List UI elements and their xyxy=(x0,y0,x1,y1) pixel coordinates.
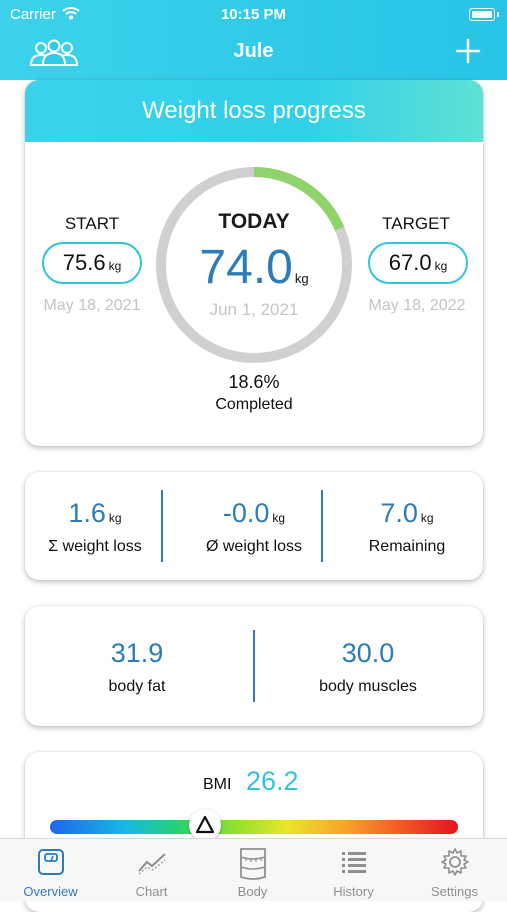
page-title: Jule xyxy=(233,40,274,62)
bmi-marker xyxy=(189,809,222,841)
body-tape-icon xyxy=(240,848,266,880)
target-weight-unit: kg xyxy=(434,259,448,273)
plus-icon[interactable] xyxy=(455,38,481,64)
body-composition-card: 31.9 body fat 30.0 body muscles xyxy=(25,606,483,726)
total-weight-loss-stat: 1.6 kg Σ weight loss xyxy=(25,472,165,580)
divider xyxy=(321,490,323,562)
target-weight-value: 67.0 xyxy=(388,250,432,275)
today-weight-unit: kg xyxy=(294,271,309,286)
remaining-unit: kg xyxy=(420,511,434,525)
tab-settings[interactable]: Settings xyxy=(404,839,505,901)
today-date: Jun 1, 2021 xyxy=(209,300,299,319)
tab-body[interactable]: Body xyxy=(202,839,303,901)
progress-ring-fill xyxy=(156,167,352,363)
tab-chart-label: Chart xyxy=(135,884,168,899)
percent-completed: 18.6% xyxy=(228,372,280,392)
tab-overview[interactable]: Overview xyxy=(0,839,101,901)
tab-bar: Overview Chart Body History xyxy=(0,838,507,901)
tab-overview-label: Overview xyxy=(23,884,78,899)
total-loss-label: Σ weight loss xyxy=(48,538,142,555)
target-date: May 18, 2022 xyxy=(368,297,466,314)
app-header: Carrier 10:15 PM Jule xyxy=(0,0,507,80)
status-bar: Carrier 10:15 PM xyxy=(0,4,507,26)
average-loss-unit: kg xyxy=(272,511,286,525)
start-weight-unit: kg xyxy=(108,259,122,273)
remaining-value: 7.0 xyxy=(380,498,418,528)
tab-history[interactable]: History xyxy=(303,839,404,901)
today-label: TODAY xyxy=(218,210,290,233)
completed-label: Completed xyxy=(215,396,293,413)
status-time: 10:15 PM xyxy=(220,6,287,23)
divider xyxy=(253,630,255,702)
body-fat-stat: 31.9 body fat xyxy=(25,606,249,726)
body-fat-value: 31.9 xyxy=(110,638,164,668)
body-fat-label: body fat xyxy=(108,678,166,695)
average-loss-value: -0.0 xyxy=(222,498,270,528)
target-label: TARGET xyxy=(382,214,450,233)
start-weight-value: 75.6 xyxy=(62,250,106,275)
tab-settings-label: Settings xyxy=(431,884,478,899)
carrier-label: Carrier xyxy=(10,6,56,23)
remaining-label: Remaining xyxy=(368,538,446,555)
bmi-label: BMI xyxy=(203,776,232,793)
today-weight-value: 74.0 xyxy=(199,241,293,294)
start-weight-pill[interactable]: 75.6 kg xyxy=(42,242,142,284)
weight-stats-card: 1.6 kg Σ weight loss -0.0 kg Ø weight loss… xyxy=(25,472,483,580)
body-muscles-label: body muscles xyxy=(319,678,417,695)
bmi-value: 26.2 xyxy=(246,766,299,796)
gear-icon xyxy=(441,848,469,876)
start-label: START xyxy=(64,214,120,233)
total-loss-value: 1.6 xyxy=(68,498,106,528)
today-weight: 74.0 kg xyxy=(153,240,355,295)
wifi-icon xyxy=(62,6,80,24)
tab-body-label: Body xyxy=(237,884,268,899)
users-icon[interactable] xyxy=(28,38,80,68)
average-weight-loss-stat: -0.0 kg Ø weight loss xyxy=(185,472,323,580)
divider xyxy=(161,490,163,562)
delta-icon xyxy=(195,815,215,834)
tab-chart[interactable]: Chart xyxy=(101,839,202,901)
battery-icon xyxy=(469,8,499,21)
progress-ring xyxy=(156,167,352,363)
weight-progress-card: Weight loss progress START 75.6 kg May 18… xyxy=(25,80,483,446)
average-loss-label: Ø weight loss xyxy=(205,538,303,555)
body-muscles-value: 30.0 xyxy=(341,638,395,668)
remaining-stat: 7.0 kg Remaining xyxy=(335,472,479,580)
progress-card-title: Weight loss progress xyxy=(25,80,483,142)
bmi-scale-bar xyxy=(50,820,458,834)
chart-icon xyxy=(138,853,166,875)
list-icon xyxy=(342,852,366,873)
scale-icon xyxy=(38,849,64,875)
tab-history-label: History xyxy=(333,884,374,899)
total-loss-unit: kg xyxy=(108,511,122,525)
target-weight-pill[interactable]: 67.0 kg xyxy=(368,242,468,284)
start-date: May 18, 2021 xyxy=(43,297,141,314)
body-muscles-stat: 30.0 body muscles xyxy=(257,606,479,726)
